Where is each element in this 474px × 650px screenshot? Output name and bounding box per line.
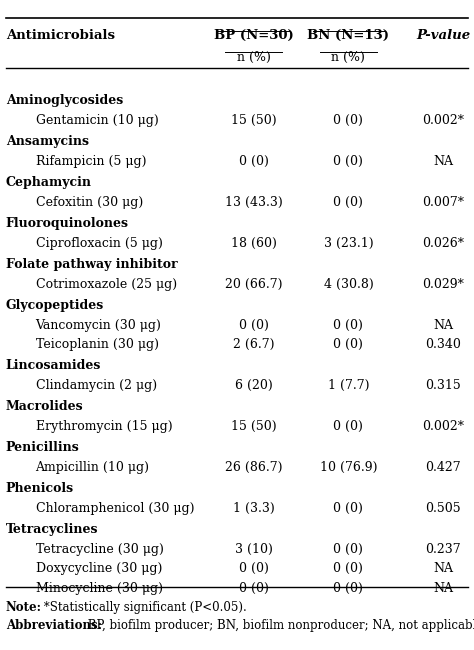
Text: Cephamycin: Cephamycin <box>6 176 91 189</box>
Text: 0 (0): 0 (0) <box>333 318 364 332</box>
Text: 0 (0): 0 (0) <box>238 582 269 595</box>
Text: Chloramphenicol (30 μg): Chloramphenicol (30 μg) <box>36 502 194 515</box>
Text: Folate pathway inhibitor: Folate pathway inhibitor <box>6 258 177 271</box>
Text: Tetracyclines: Tetracyclines <box>6 523 98 536</box>
Text: 0.505: 0.505 <box>425 502 461 515</box>
Text: P-value: P-value <box>416 29 470 42</box>
Text: Note:: Note: <box>6 601 42 614</box>
Text: 1 (3.3): 1 (3.3) <box>233 502 274 515</box>
Text: 0.002*: 0.002* <box>422 420 464 433</box>
Text: 26 (86.7): 26 (86.7) <box>225 461 283 474</box>
Text: 4 (30.8): 4 (30.8) <box>324 278 373 291</box>
Text: n (%): n (%) <box>331 51 365 64</box>
Text: Erythromycin (15 μg): Erythromycin (15 μg) <box>36 420 172 433</box>
Text: 0 (0): 0 (0) <box>333 502 364 515</box>
Text: Clindamycin (2 μg): Clindamycin (2 μg) <box>36 379 157 392</box>
Text: BP, biofilm producer; BN, biofilm nonproducer; NA, not applicable.: BP, biofilm producer; BN, biofilm nonpro… <box>84 619 474 632</box>
Text: 0.002*: 0.002* <box>422 114 464 127</box>
Text: 20 (66.7): 20 (66.7) <box>225 278 283 291</box>
Text: NA: NA <box>433 582 453 595</box>
Text: 0 (0): 0 (0) <box>238 562 269 575</box>
Text: n (%): n (%) <box>237 51 271 64</box>
Text: 0 (0): 0 (0) <box>238 155 269 168</box>
Text: 15 (50): 15 (50) <box>231 114 276 127</box>
Text: Lincosamides: Lincosamides <box>6 359 101 372</box>
Text: Doxycycline (30 μg): Doxycycline (30 μg) <box>36 562 162 575</box>
Text: 0.007*: 0.007* <box>422 196 464 209</box>
Text: *Statistically significant (P<0.05).: *Statistically significant (P<0.05). <box>40 601 247 614</box>
Text: 6 (20): 6 (20) <box>235 379 273 392</box>
Text: Aminoglycosides: Aminoglycosides <box>6 94 123 107</box>
Text: Cefoxitin (30 μg): Cefoxitin (30 μg) <box>36 196 143 209</box>
Text: BN (N=13): BN (N=13) <box>308 29 389 42</box>
Text: 0 (0): 0 (0) <box>333 543 364 556</box>
Text: Phenicols: Phenicols <box>6 482 74 495</box>
Text: 18 (60): 18 (60) <box>231 237 276 250</box>
Text: 0.427: 0.427 <box>425 461 461 474</box>
Text: 0.237: 0.237 <box>425 543 461 556</box>
Text: 2 (6.7): 2 (6.7) <box>233 338 274 351</box>
Text: Ampicillin (10 μg): Ampicillin (10 μg) <box>36 461 150 474</box>
Text: BP (N=30): BP (N=30) <box>214 29 293 42</box>
Text: Ciprofloxacin (5 μg): Ciprofloxacin (5 μg) <box>36 237 163 250</box>
Text: Minocycline (30 μg): Minocycline (30 μg) <box>36 582 163 595</box>
Text: 0.029*: 0.029* <box>422 278 464 291</box>
Text: Abbreviations:: Abbreviations: <box>6 619 102 632</box>
Text: 0 (0): 0 (0) <box>333 155 364 168</box>
Text: 3 (10): 3 (10) <box>235 543 273 556</box>
Text: 0 (0): 0 (0) <box>333 338 364 351</box>
Text: 1 (7.7): 1 (7.7) <box>328 379 369 392</box>
Text: Rifampicin (5 μg): Rifampicin (5 μg) <box>36 155 146 168</box>
Text: Ansamycins: Ansamycins <box>6 135 89 148</box>
Text: 3 (23.1): 3 (23.1) <box>324 237 373 250</box>
Text: 0.315: 0.315 <box>425 379 461 392</box>
Text: 0.340: 0.340 <box>425 338 461 351</box>
Text: 0.026*: 0.026* <box>422 237 464 250</box>
Text: 13 (43.3): 13 (43.3) <box>225 196 283 209</box>
Text: 0 (0): 0 (0) <box>333 114 364 127</box>
Text: Penicillins: Penicillins <box>6 441 80 454</box>
Text: NA: NA <box>433 318 453 332</box>
Text: NA: NA <box>433 562 453 575</box>
Text: 0 (0): 0 (0) <box>238 318 269 332</box>
Text: Fluoroquinolones: Fluoroquinolones <box>6 217 128 230</box>
Text: 0 (0): 0 (0) <box>333 582 364 595</box>
Text: NA: NA <box>433 155 453 168</box>
Text: Vancomycin (30 μg): Vancomycin (30 μg) <box>36 318 162 332</box>
Text: Glycopeptides: Glycopeptides <box>6 299 104 312</box>
Text: Macrolides: Macrolides <box>6 400 83 413</box>
Text: Tetracycline (30 μg): Tetracycline (30 μg) <box>36 543 164 556</box>
Text: Antimicrobials: Antimicrobials <box>6 29 115 42</box>
Text: 0 (0): 0 (0) <box>333 196 364 209</box>
Text: 0 (0): 0 (0) <box>333 420 364 433</box>
Text: 0 (0): 0 (0) <box>333 562 364 575</box>
Text: Gentamicin (10 μg): Gentamicin (10 μg) <box>36 114 158 127</box>
Text: Teicoplanin (30 μg): Teicoplanin (30 μg) <box>36 338 158 351</box>
Text: 10 (76.9): 10 (76.9) <box>319 461 377 474</box>
Text: 15 (50): 15 (50) <box>231 420 276 433</box>
Text: Cotrimoxazole (25 μg): Cotrimoxazole (25 μg) <box>36 278 177 291</box>
